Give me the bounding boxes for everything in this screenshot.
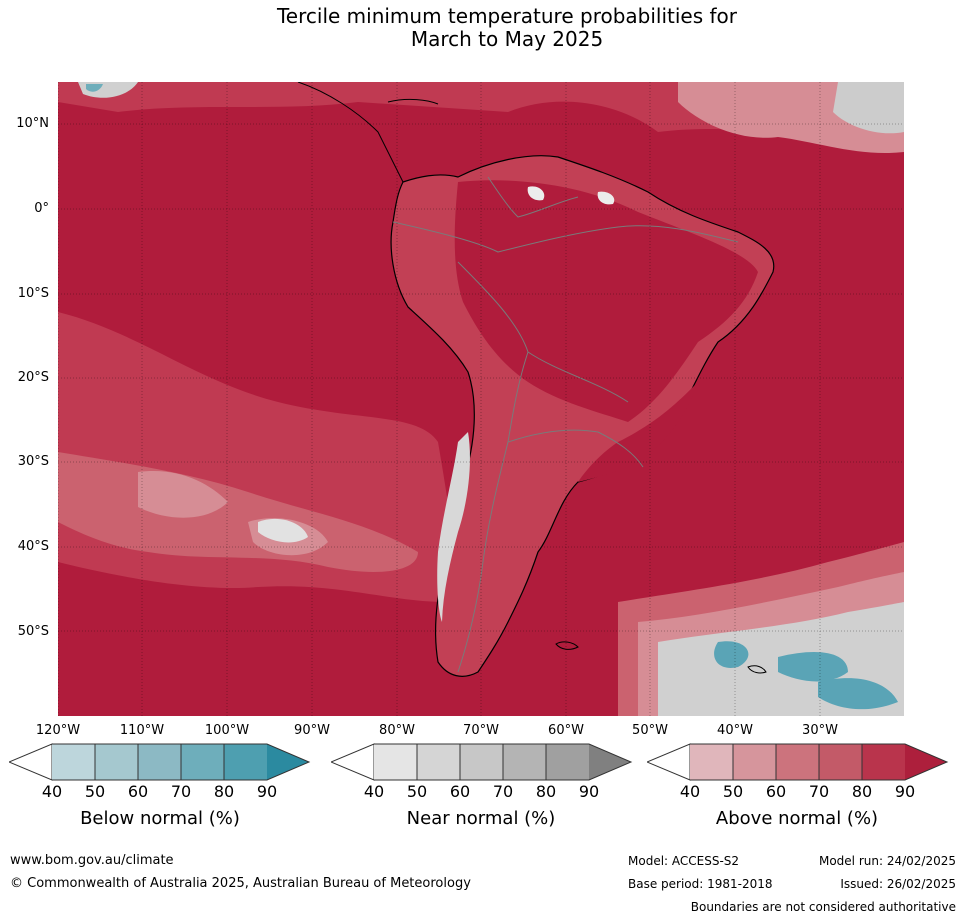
- colorbar-below-tick-40: 40: [41, 782, 63, 801]
- lat-label-10s: 10°S: [17, 286, 49, 301]
- colorbar-above-swatch-2: [733, 744, 776, 780]
- colorbar-above-swatch-5: [862, 744, 905, 780]
- map-canvas: [58, 82, 904, 716]
- near-patch-caribbean: [833, 82, 904, 134]
- colorbar-above-tick-80: 80: [851, 782, 873, 801]
- footer-base-period: Base period: 1981-2018: [628, 877, 773, 891]
- colorbar-below-tick-80: 80: [213, 782, 235, 801]
- colorbar-near-high-arrow: [589, 744, 631, 780]
- lon-label-110w: 110°W: [119, 723, 165, 738]
- colorbar-near-tick-90: 90: [578, 782, 600, 801]
- lon-label-80w: 80°W: [379, 723, 415, 738]
- colorbar-below-dividers: [52, 743, 311, 781]
- map-gridlines: [58, 82, 904, 716]
- colorbar-above-swatch-1: [690, 744, 733, 780]
- lon-label-90w: 90°W: [294, 723, 330, 738]
- colorbar-near-swatch-1: [374, 744, 417, 780]
- chart-title: Tercile minimum temperature probabilitie…: [0, 5, 965, 51]
- above-90-amazon: [454, 180, 758, 422]
- falklands: [555, 641, 579, 650]
- colorbar-below-tick-90: 90: [256, 782, 278, 801]
- lon-label-30w: 30°W: [802, 723, 838, 738]
- colorbar-above-tick-40: 40: [679, 782, 701, 801]
- below-patch-north: [86, 84, 103, 92]
- lat-label-50s: 50°S: [17, 624, 49, 639]
- footer-disclaimer: Boundaries are not considered authoritat…: [690, 900, 956, 914]
- central-america-land: [297, 82, 404, 183]
- colorbar-near-graphic: [329, 743, 633, 781]
- colorbar-near-dividers: [374, 743, 633, 781]
- footer-website: www.bom.gov.au/climate: [10, 853, 174, 868]
- footer-model-run: Model run: 24/02/2025: [818, 854, 956, 868]
- colorbar-above-tick-60: 60: [765, 782, 787, 801]
- south-georgia: [747, 665, 767, 674]
- lat-label-30s: 30°S: [17, 454, 49, 469]
- colorbar-below-tick-60: 60: [127, 782, 149, 801]
- near-patch-guiana: [527, 186, 615, 205]
- colorbar-below-swatch-4: [181, 744, 224, 780]
- below-patch-southern-ocean: [714, 641, 898, 710]
- colorbar-below-title: Below normal (%): [80, 808, 240, 829]
- near-patch-pacific: [258, 518, 308, 543]
- colorbar-above-tick-70: 70: [808, 782, 830, 801]
- probability-map: [58, 82, 904, 716]
- lon-label-40w: 40°W: [717, 723, 753, 738]
- footer-copyright: © Commonwealth of Australia 2025, Austra…: [10, 876, 471, 891]
- colorbar-above-swatch-4: [819, 744, 862, 780]
- lon-label-70w: 70°W: [463, 723, 499, 738]
- colorbar-above-swatch-3: [776, 744, 819, 780]
- cuba-coast: [387, 98, 439, 105]
- lon-label-50w: 50°W: [632, 723, 668, 738]
- colorbar-above: [645, 743, 949, 785]
- colorbar-above-low-arrow: [645, 743, 691, 781]
- colorbar-below: [7, 743, 311, 785]
- colorbar-above-tick-90: 90: [894, 782, 916, 801]
- lat-label-0: 0°: [34, 201, 49, 216]
- country-borders: [392, 176, 739, 673]
- colorbar-above-dividers: [690, 743, 949, 781]
- colorbar-near-tick-80: 80: [535, 782, 557, 801]
- lat-label-20s: 20°S: [17, 370, 49, 385]
- colorbar-near-low-arrow: [329, 743, 375, 781]
- lon-label-60w: 60°W: [548, 723, 584, 738]
- colorbar-below-high-arrow: [267, 744, 309, 780]
- above-90-brazil-south: [578, 382, 698, 482]
- colorbar-near-title: Near normal (%): [406, 808, 556, 829]
- colorbar-near-tick-50: 50: [406, 782, 428, 801]
- colorbar-above-graphic: [645, 743, 949, 781]
- title-line-1: Tercile minimum temperature probabilitie…: [276, 4, 738, 28]
- colorbar-near-tick-40: 40: [363, 782, 385, 801]
- colorbar-below-swatch-1: [52, 744, 95, 780]
- lon-label-120w: 120°W: [35, 723, 81, 738]
- colorbar-above-tick-50: 50: [722, 782, 744, 801]
- colorbar-below-swatch-5: [224, 744, 267, 780]
- colorbar-below-graphic: [7, 743, 311, 781]
- lat-label-40s: 40°S: [17, 539, 49, 554]
- colorbar-near-swatch-4: [503, 744, 546, 780]
- colorbar-near-tick-60: 60: [449, 782, 471, 801]
- colorbar-below-low-arrow: [7, 743, 53, 781]
- footer-model: Model: ACCESS-S2: [628, 854, 740, 868]
- colorbar-below-swatch-2: [95, 744, 138, 780]
- near-strip-andes: [437, 432, 470, 622]
- colorbar-below-tick-50: 50: [84, 782, 106, 801]
- lat-label-10n: 10°N: [16, 116, 49, 131]
- colorbar-above-high-arrow: [905, 744, 947, 780]
- colorbar-above-title: Above normal (%): [715, 808, 879, 829]
- colorbar-near-swatch-3: [460, 744, 503, 780]
- colorbar-near-tick-70: 70: [492, 782, 514, 801]
- lon-label-100w: 100°W: [204, 723, 250, 738]
- colorbar-below-swatch-3: [138, 744, 181, 780]
- colorbar-below-tick-70: 70: [170, 782, 192, 801]
- colorbar-near: [329, 743, 633, 785]
- title-line-2: March to May 2025: [410, 27, 604, 51]
- footer-issued: Issued: 26/02/2025: [840, 877, 956, 891]
- colorbar-near-swatch-5: [546, 744, 589, 780]
- colorbar-near-swatch-2: [417, 744, 460, 780]
